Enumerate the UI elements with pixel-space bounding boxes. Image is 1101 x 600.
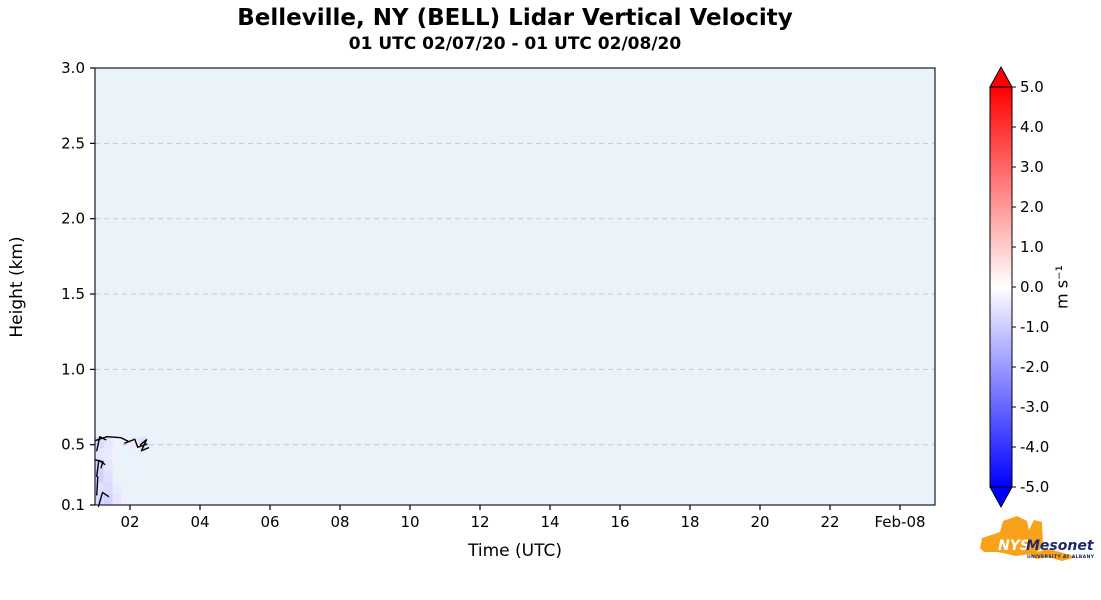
logo-name-text: Mesonet [1026, 538, 1095, 554]
y-axis-ticks: 3.0 2.5 2.0 1.5 1.0 0.5 0.1 [61, 59, 95, 514]
gridlines [95, 142, 935, 446]
colorbar-tick-label: 5.0 [1020, 78, 1044, 96]
chart-subtitle: 01 UTC 02/07/20 - 01 UTC 02/08/20 [348, 34, 682, 54]
x-tick-label: 06 [260, 513, 279, 531]
y-tick-label: 0.1 [61, 496, 85, 514]
x-tick-label: Feb-08 [874, 513, 925, 531]
x-tick-label: 12 [470, 513, 489, 531]
y-tick-label: 1.0 [61, 360, 85, 378]
y-tick-label: 3.0 [61, 59, 85, 77]
x-axis-ticks: 02 04 06 08 10 12 14 16 18 20 22 Feb-08 [120, 505, 926, 531]
logo-subtext: UNIVERSITY AT ALBANY [1027, 554, 1095, 560]
nys-mesonet-logo: NYS Mesonet UNIVERSITY AT ALBANY [980, 516, 1095, 561]
x-tick-label: 14 [540, 513, 559, 531]
plot-background [95, 68, 935, 505]
x-tick-label: 22 [820, 513, 839, 531]
x-tick-label: 18 [680, 513, 699, 531]
x-tick-label: 08 [330, 513, 349, 531]
colorbar-tick-label: -1.0 [1020, 318, 1049, 336]
colorbar-tick-label: 4.0 [1020, 118, 1044, 136]
colorbar-tick-label: 0.0 [1020, 278, 1044, 296]
chart-title: Belleville, NY (BELL) Lidar Vertical Vel… [237, 5, 793, 31]
colorbar-tick-label: -5.0 [1020, 478, 1049, 496]
colorbar-tick-label: -2.0 [1020, 358, 1049, 376]
y-tick-label: 2.0 [61, 210, 85, 228]
x-tick-label: 20 [750, 513, 769, 531]
x-tick-label: 10 [400, 513, 419, 531]
colorbar: 5.0 4.0 3.0 2.0 1.0 0.0 -1.0 -2.0 -3.0 -4.0 -5.0 [989, 65, 1049, 509]
x-tick-label: 04 [190, 513, 209, 531]
y-tick-label: 0.5 [61, 436, 85, 454]
colorbar-tick-label: 2.0 [1020, 198, 1044, 216]
colorbar-tick-label: -3.0 [1020, 398, 1049, 416]
logo-org-text: NYS [998, 538, 1030, 554]
x-tick-label: 16 [610, 513, 629, 531]
colorbar-tick-label: -4.0 [1020, 438, 1049, 456]
plot-frame [94, 67, 936, 506]
colorbar-tick-label: 3.0 [1020, 158, 1044, 176]
x-axis-label: Time (UTC) [468, 541, 562, 561]
y-tick-label: 1.5 [61, 285, 85, 303]
colorbar-label: m s⁻¹ [1052, 265, 1072, 309]
y-tick-label: 2.5 [61, 134, 85, 152]
x-tick-label: 02 [120, 513, 139, 531]
colorbar-tick-label: 1.0 [1020, 238, 1044, 256]
wind-barbs [94, 435, 150, 508]
y-axis-label: Height (km) [7, 236, 27, 338]
velocity-cells [95, 437, 148, 505]
ny-state-shape-icon [980, 516, 1076, 561]
